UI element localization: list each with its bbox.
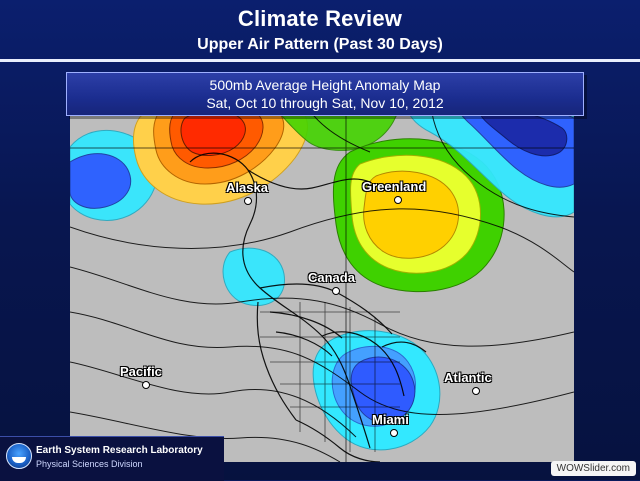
map-label-alaska: Alaska — [226, 180, 268, 195]
title-divider — [0, 59, 640, 62]
map-point-canada — [332, 287, 340, 295]
map-label-atlantic: Atlantic — [444, 370, 492, 385]
slide-subtitle: Upper Air Pattern (Past 30 Days) — [197, 36, 443, 53]
watermark: WOWSlider.com — [550, 461, 636, 476]
esrl-division-name: Physical Sciences Division — [36, 459, 143, 469]
esrl-logo-banner: Earth System Research Laboratory Physica… — [0, 436, 224, 481]
noaa-logo-icon — [6, 443, 32, 469]
slide-title: Climate Review — [237, 6, 403, 31]
map-point-miami — [390, 429, 398, 437]
map-point-atlantic — [472, 387, 480, 395]
map-point-pacific — [142, 381, 150, 389]
map-header-line1: 500mb Average Height Anomaly Map — [209, 77, 441, 93]
map-point-greenland — [394, 196, 402, 204]
map-label-miami: Miami — [372, 412, 409, 427]
map-svg — [70, 92, 574, 462]
map-label-canada: Canada — [308, 270, 355, 285]
map-header-line2: Sat, Oct 10 through Sat, Nov 10, 2012 — [206, 95, 444, 111]
map-label-greenland: Greenland — [362, 179, 427, 194]
height-anomaly-map: Alaska Greenland Canada Pacific Atlantic… — [70, 92, 574, 462]
esrl-org-name: Earth System Research Laboratory — [36, 445, 203, 456]
map-header: 500mb Average Height Anomaly Map Sat, Oc… — [66, 72, 584, 116]
map-label-pacific: Pacific — [120, 364, 162, 379]
map-point-alaska — [244, 197, 252, 205]
